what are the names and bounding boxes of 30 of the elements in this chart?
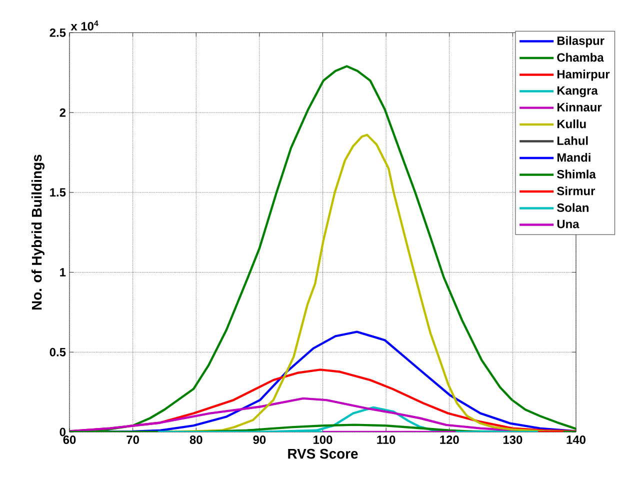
y-tick-label: 1 [60, 268, 66, 276]
x-tick-label: 140 [566, 436, 586, 444]
x-tick-label: 80 [190, 436, 202, 444]
legend-label: Bilaspur [557, 36, 604, 48]
y-tick-label: 2.5 [50, 28, 66, 37]
legend-label: Shimla [557, 170, 596, 178]
x-tick-label: 90 [253, 436, 266, 444]
legend-label: Sirmur [557, 186, 596, 196]
x-tick-label: 60 [63, 436, 76, 444]
text: x 10$^{4}$ [70, 20, 98, 30]
legend-label: Chamba [557, 52, 604, 62]
legend-label: Hamirpur [557, 70, 610, 81]
legend-label: Kullu [557, 119, 586, 128]
y-tick-label: 1.5 [50, 188, 66, 197]
x-tick-label: 100 [314, 436, 332, 444]
legend-label: Solan [557, 203, 588, 212]
x-tick-label: 120 [440, 436, 459, 444]
legend-label: Una [557, 220, 580, 228]
legend-label: Mandi [557, 152, 590, 162]
x-axis-title: RVS Score [288, 448, 358, 459]
y-tick-label: 0 [60, 428, 66, 436]
legend-label: Lahul [557, 136, 588, 145]
x-tick-label: 130 [503, 436, 522, 444]
x-tick-label: 110 [377, 436, 396, 444]
x-tick-label: 70 [126, 436, 139, 444]
y-axis-title: No. of Hybrid Buildings [31, 154, 45, 310]
legend-label: Kangra [557, 86, 598, 98]
legend-label: Kinnaur [557, 102, 602, 112]
y-tick-label: 0.5 [50, 348, 66, 356]
y-tick-label: 2 [60, 108, 66, 117]
